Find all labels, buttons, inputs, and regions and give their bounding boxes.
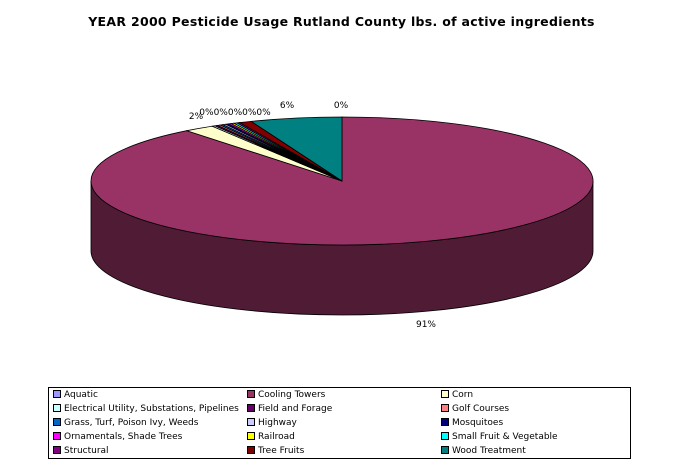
- legend-item-corn: Corn: [441, 389, 473, 402]
- legend-swatch: [53, 417, 61, 426]
- legend-item-electrical-utility-substations-pipelines: Electrical Utility, Substations, Pipelin…: [53, 403, 239, 416]
- legend: Aquatic Cooling Towers Corn Electrical Util…: [48, 387, 631, 459]
- chart-title: YEAR 2000 Pesticide Usage Rutland County…: [88, 14, 595, 29]
- legend-item-railroad: Railroad: [247, 431, 295, 444]
- legend-item-grass-turf-poison-ivy-weeds: Grass, Turf, Poison Ivy, Weeds: [53, 417, 198, 430]
- legend-label: Ornamentals, Shade Trees: [64, 432, 183, 442]
- legend-item-golf-courses: Golf Courses: [441, 403, 509, 416]
- legend-swatch: [441, 389, 449, 398]
- legend-swatch: [441, 403, 449, 412]
- legend-swatch: [247, 445, 255, 454]
- pie-labels: 91% 2%0%0%0%0%0% 6% 0%: [189, 101, 437, 330]
- pie-top: [90, 116, 594, 246]
- legend-item-cooling-towers: Cooling Towers: [247, 389, 325, 402]
- pct-label: 6%: [280, 101, 295, 111]
- legend-item-ornamentals-shade-trees: Ornamentals, Shade Trees: [53, 431, 182, 444]
- legend-swatch: [441, 431, 449, 440]
- legend-item-field-and-forage: Field and Forage: [247, 403, 332, 416]
- pct-label: 0%: [334, 101, 349, 111]
- legend-item-structural: Structural: [53, 445, 109, 458]
- legend-label: Golf Courses: [452, 404, 510, 414]
- legend-swatch: [53, 431, 61, 440]
- legend-label: Grass, Turf, Poison Ivy, Weeds: [64, 418, 199, 428]
- legend-swatch: [441, 417, 449, 426]
- legend-label: Mosquitoes: [452, 418, 504, 428]
- legend-label: Corn: [452, 390, 474, 400]
- legend-swatch: [247, 403, 255, 412]
- legend-label: Structural: [64, 446, 109, 456]
- pct-label: 91%: [416, 320, 436, 330]
- legend-label: Railroad: [258, 432, 295, 442]
- pct-label: 0%0%0%0%0%: [199, 108, 271, 118]
- legend-swatch: [441, 445, 449, 454]
- legend-swatch: [53, 403, 61, 412]
- legend-swatch: [247, 431, 255, 440]
- legend-item-highway: Highway: [247, 417, 297, 430]
- legend-label: Electrical Utility, Substations, Pipelin…: [64, 404, 239, 414]
- legend-item-aquatic: Aquatic: [53, 389, 98, 402]
- legend-label: Small Fruit & Vegetable: [452, 432, 558, 442]
- legend-item-wood-treatment: Wood Treatment: [441, 445, 526, 458]
- pct-label: 2%: [189, 112, 204, 122]
- legend-label: Aquatic: [64, 390, 98, 400]
- legend-swatch: [53, 389, 61, 398]
- legend-item-mosquitoes: Mosquitoes: [441, 417, 503, 430]
- legend-swatch: [247, 389, 255, 398]
- pie-slice-wood-treatment: [249, 116, 343, 182]
- legend-label: Field and Forage: [258, 404, 333, 414]
- legend-swatch: [247, 417, 255, 426]
- legend-label: Tree Fruits: [258, 446, 305, 456]
- legend-label: Highway: [258, 418, 297, 428]
- legend-swatch: [53, 445, 61, 454]
- legend-label: Cooling Towers: [258, 390, 326, 400]
- legend-item-small-fruit-vegetable: Small Fruit & Vegetable: [441, 431, 558, 444]
- legend-label: Wood Treatment: [452, 446, 526, 456]
- legend-item-tree-fruits: Tree Fruits: [247, 445, 304, 458]
